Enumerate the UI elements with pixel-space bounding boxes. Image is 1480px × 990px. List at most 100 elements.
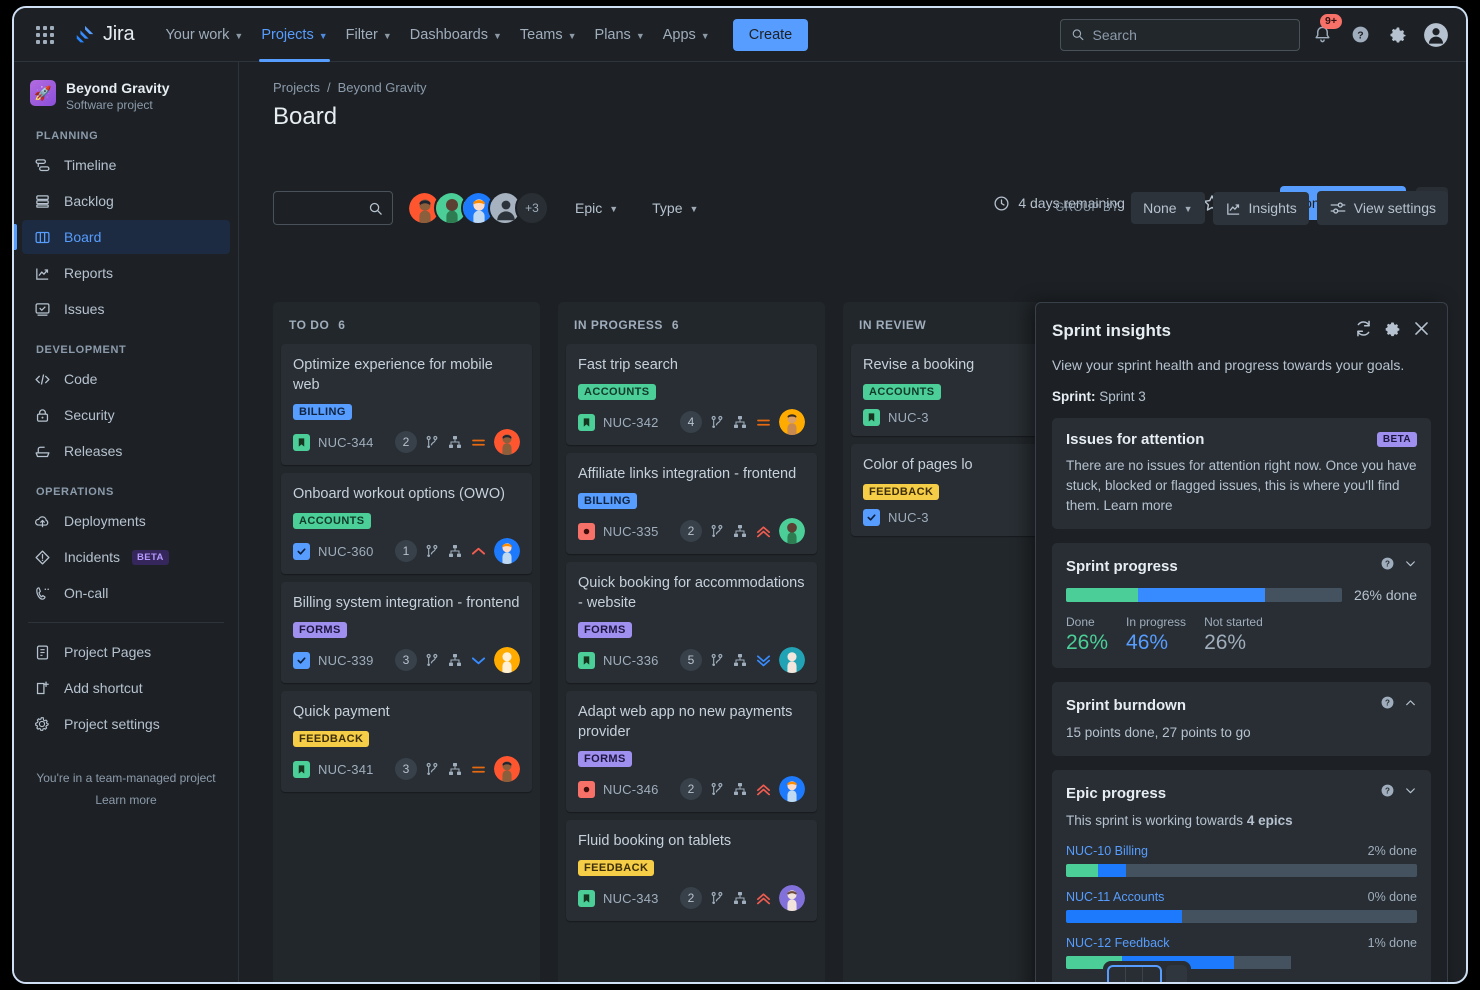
avatar[interactable] (434, 191, 468, 225)
sidebar-item-code[interactable]: Code (22, 362, 230, 396)
help-button[interactable]: ? (1344, 19, 1376, 51)
card-key[interactable]: NUC-339 (318, 652, 374, 668)
nav-projects[interactable]: Projects ▼ (252, 16, 336, 62)
card-key[interactable]: NUC-360 (318, 543, 374, 559)
app-switcher-icon[interactable] (28, 18, 62, 52)
card-key[interactable]: NUC-335 (603, 523, 659, 539)
avatar[interactable] (494, 647, 520, 673)
learn-more-link[interactable]: Learn more (95, 793, 157, 807)
sidebar-item-board[interactable]: Board (14, 220, 230, 254)
type-filter-button[interactable]: Type ▼ (642, 193, 708, 223)
close-icon[interactable] (1412, 319, 1431, 343)
sidebar-item-releases[interactable]: Releases (22, 434, 230, 468)
card-epic-tag[interactable]: FEEDBACK (578, 860, 655, 876)
card-epic-tag[interactable]: FEEDBACK (863, 484, 940, 500)
settings-button[interactable] (1382, 19, 1414, 51)
nav-apps[interactable]: Apps ▼ (654, 16, 719, 54)
epic-link[interactable]: NUC-12 Feedback (1066, 936, 1170, 950)
board-card[interactable]: Billing system integration - frontend FO… (281, 582, 532, 683)
sidebar-item-security[interactable]: Security (22, 398, 230, 432)
avatar[interactable] (779, 409, 805, 435)
board-card[interactable]: Affiliate links integration - frontend B… (566, 453, 817, 554)
avatar[interactable] (779, 518, 805, 544)
card-epic-tag[interactable]: ACCOUNTS (863, 384, 941, 400)
nav-dashboards[interactable]: Dashboards ▼ (401, 16, 511, 54)
group-by-select[interactable]: None ▼ (1131, 192, 1205, 224)
global-search-input[interactable] (1092, 26, 1289, 43)
nav-filter[interactable]: Filter ▼ (337, 16, 401, 54)
card-epic-tag[interactable]: ACCOUNTS (293, 513, 371, 529)
layout-single-option[interactable] (1165, 965, 1187, 982)
help-icon[interactable]: ? (1380, 556, 1395, 576)
card-epic-tag[interactable]: FORMS (293, 622, 347, 638)
board-card[interactable]: Onboard workout options (OWO) ACCOUNTS N… (281, 473, 532, 574)
sidebar-item-project-settings[interactable]: Project settings (22, 707, 230, 741)
help-icon[interactable]: ? (1380, 695, 1395, 715)
layout-columns-option[interactable] (1107, 965, 1162, 982)
board-layout-toggle[interactable] (1103, 961, 1191, 982)
card-key[interactable]: NUC-336 (603, 652, 659, 668)
create-button[interactable]: Create (732, 18, 809, 51)
chevron-down-icon[interactable] (1404, 784, 1417, 802)
profile-avatar[interactable] (1420, 19, 1452, 51)
board-card[interactable]: Optimize experience for mobile web BILLI… (281, 344, 532, 465)
board-card[interactable]: Fluid booking on tablets FEEDBACK NUC-34… (566, 820, 817, 921)
breadcrumb-project[interactable]: Beyond Gravity (337, 80, 427, 95)
card-epic-tag[interactable]: BILLING (578, 493, 637, 509)
sidebar-item-backlog[interactable]: Backlog (22, 184, 230, 218)
avatar[interactable] (407, 191, 441, 225)
nav-plans[interactable]: Plans ▼ (586, 16, 654, 54)
avatar-overflow[interactable]: +3 (515, 191, 549, 225)
breadcrumb-projects[interactable]: Projects (273, 80, 320, 95)
project-header[interactable]: 🚀 Beyond Gravity Software project (14, 74, 238, 114)
chevron-up-icon[interactable] (1404, 696, 1417, 714)
card-title: Quick payment (293, 704, 390, 720)
board-card[interactable]: Quick booking for accommodations - websi… (566, 562, 817, 683)
card-key[interactable]: NUC-344 (318, 434, 374, 450)
sidebar-item-add-shortcut[interactable]: Add shortcut (22, 671, 230, 705)
type-filter-label: Type (652, 200, 683, 216)
avatar[interactable] (494, 429, 520, 455)
card-epic-tag[interactable]: FEEDBACK (293, 731, 370, 747)
card-epic-tag[interactable]: FORMS (578, 751, 632, 767)
epic-filter-button[interactable]: Epic ▼ (565, 193, 628, 223)
sidebar-item-timeline[interactable]: Timeline (22, 148, 230, 182)
avatar[interactable] (779, 776, 805, 802)
board-card[interactable]: Adapt web app no new payments provider F… (566, 691, 817, 812)
view-settings-button[interactable]: View settings (1316, 191, 1448, 225)
global-search[interactable] (1060, 18, 1300, 51)
sidebar-item-incidents[interactable]: Incidents BETA (22, 540, 230, 574)
insights-button[interactable]: Insights (1212, 191, 1309, 225)
jira-logo[interactable]: Jira (74, 23, 135, 46)
avatar[interactable] (779, 885, 805, 911)
avatar[interactable] (494, 756, 520, 782)
sidebar-item-issues[interactable]: Issues (22, 292, 230, 326)
notifications-button[interactable]: 9+ (1306, 13, 1342, 51)
epic-link[interactable]: NUC-11 Accounts (1066, 890, 1165, 904)
card-key[interactable]: NUC-342 (603, 414, 659, 430)
gear-icon[interactable] (1383, 319, 1402, 343)
card-key[interactable]: NUC-346 (603, 781, 659, 797)
chevron-down-icon[interactable] (1404, 557, 1417, 575)
sidebar-item-project-pages[interactable]: Project Pages (22, 635, 230, 669)
nav-your-work[interactable]: Your work ▼ (156, 16, 252, 54)
card-key[interactable]: NUC-343 (603, 890, 659, 906)
card-epic-tag[interactable]: FORMS (578, 622, 632, 638)
sidebar-item-deployments[interactable]: Deployments (22, 504, 230, 538)
card-key[interactable]: NUC-3 (888, 510, 929, 525)
board-card[interactable]: Quick payment FEEDBACK NUC-341 3 (281, 691, 532, 792)
avatar[interactable] (779, 647, 805, 673)
sidebar-item-reports[interactable]: Reports (22, 256, 230, 290)
refresh-icon[interactable] (1354, 319, 1373, 343)
board-card[interactable]: Fast trip search ACCOUNTS NUC-342 4 (566, 344, 817, 445)
help-icon[interactable]: ? (1380, 783, 1395, 803)
card-key[interactable]: NUC-341 (318, 761, 374, 777)
sidebar-item-on-call[interactable]: On-call (22, 576, 230, 610)
board-search-input[interactable] (273, 191, 393, 225)
card-key[interactable]: NUC-3 (888, 410, 929, 425)
card-epic-tag[interactable]: BILLING (293, 404, 352, 420)
epic-link[interactable]: NUC-10 Billing (1066, 844, 1148, 858)
avatar[interactable] (494, 538, 520, 564)
nav-teams[interactable]: Teams ▼ (511, 16, 586, 54)
card-epic-tag[interactable]: ACCOUNTS (578, 384, 656, 400)
